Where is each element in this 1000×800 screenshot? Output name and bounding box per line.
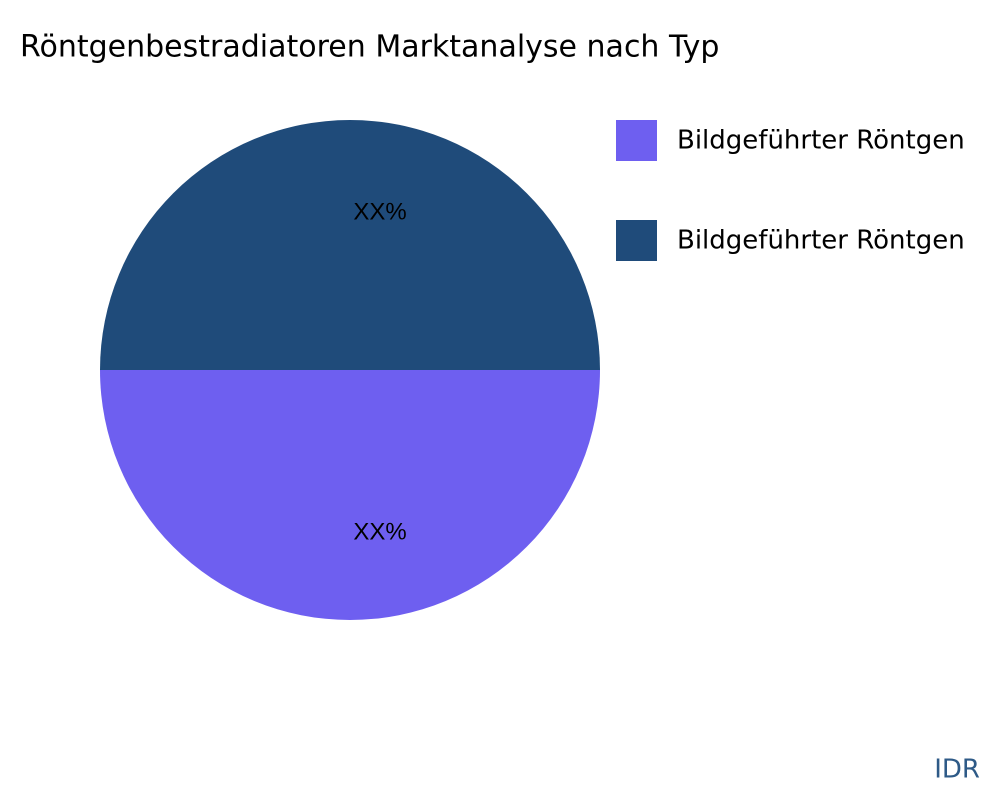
value-label: XX% xyxy=(353,518,406,545)
legend-swatch xyxy=(616,120,657,161)
legend-label: Bildgeführter Röntgen xyxy=(677,126,965,156)
legend-swatch xyxy=(616,220,657,261)
value-label: XX% xyxy=(353,198,406,225)
chart-title: Röntgenbestradiatoren Marktanalyse nach … xyxy=(20,30,719,65)
legend-label: Bildgeführter Röntgen xyxy=(677,226,965,256)
pie-slice xyxy=(100,370,600,620)
source-label: IDR xyxy=(934,755,980,785)
pie-slice xyxy=(100,120,600,370)
